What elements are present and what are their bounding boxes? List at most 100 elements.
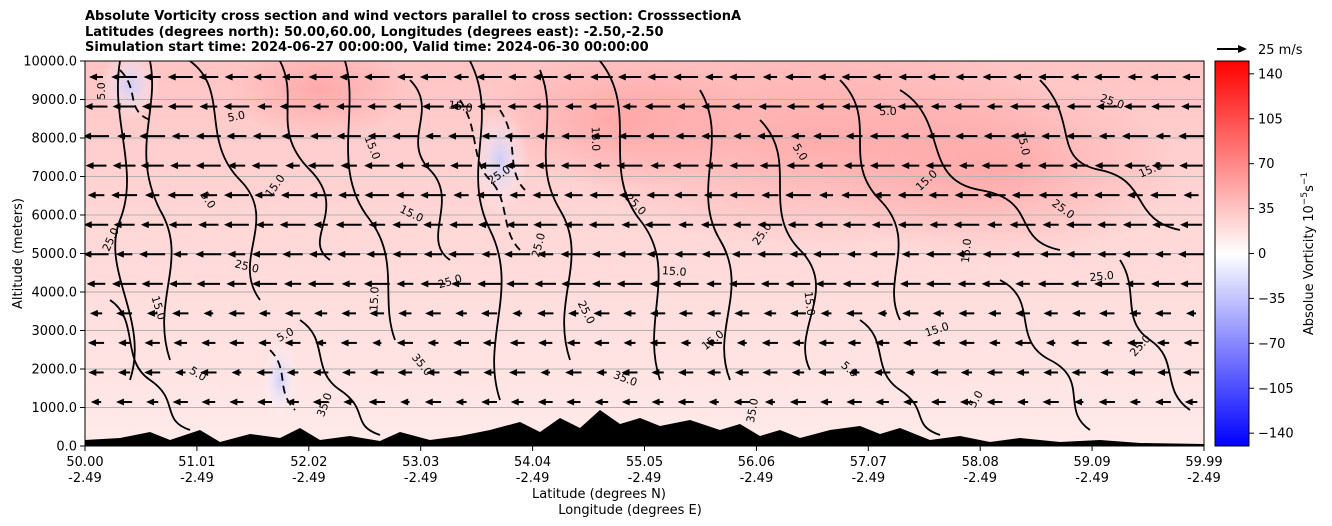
wind-arrow [593,309,610,317]
wind-arrow [701,132,727,140]
wind-arrow [424,398,442,406]
wind-arrow [201,339,216,347]
wind-arrow [144,368,161,376]
contour-label: 5.0 [95,82,108,100]
wind-arrow [591,280,611,288]
wind-arrow [1126,191,1143,199]
wind-arrow [842,221,866,229]
wind-arrow [1039,250,1062,258]
wind-arrow [818,368,834,376]
wind-arrow [1070,339,1087,347]
wind-arrow [309,132,332,140]
wind-arrow [534,280,557,288]
wind-arrow [1098,398,1115,406]
wind-arrow [701,103,727,111]
wind-arrow [199,103,218,111]
wind-arrow [621,398,638,406]
wind-arrow [477,103,502,111]
wind-arrow [617,250,642,258]
wind-arrow [680,339,691,347]
wind-arrow [392,132,418,140]
wind-arrow [958,162,974,170]
wind-arrow [616,162,643,170]
wind-arrow [141,103,163,111]
wind-arrow [342,368,356,376]
wind-arrow [1157,368,1169,376]
wind-arrow [618,132,641,140]
title-line-2: Latitudes (degrees north): 50.00,60.00, … [85,24,664,40]
wind-arrow [537,398,553,406]
wind-arrow [1183,191,1199,199]
wind-arrow [618,191,641,199]
wind-arrow [1178,250,1204,258]
contour-label: 5.0 [227,109,247,125]
wind-arrow [706,280,722,288]
wind-arrow [257,103,272,111]
wind-arrow [198,73,219,81]
wind-arrow [983,191,1006,199]
wind-arrow [843,162,865,170]
wind-arrow [616,280,643,288]
wind-arrow [1016,398,1029,406]
wind-arrow [256,398,272,406]
wind-arrow [649,339,666,347]
wind-arrow [1069,162,1089,170]
wind-arrow [285,162,300,170]
wind-arrow [872,73,892,81]
x-tick-label-lon: -2.49 [516,471,550,486]
contour-label: 35.0 [744,397,761,423]
wind-arrow [504,132,530,140]
wind-arrow [1123,103,1147,111]
wind-arrow [1066,103,1091,111]
wind-arrow [171,132,189,140]
x-tick-label-lon: -2.49 [963,471,997,486]
wind-arrow [337,250,361,258]
wind-arrow [1155,250,1171,258]
wind-arrow [566,339,581,347]
wind-arrow [787,221,809,229]
wind-arrow [227,250,246,258]
wind-arrow [873,103,892,111]
vorticity-field: 5.015.025.035.05.015.025.05.015.025.035.… [85,61,1204,446]
wind-arrow [335,221,362,229]
wind-arrow [732,221,751,229]
wind-arrow [398,309,412,317]
wind-arrow [729,162,755,170]
wind-arrow [1041,103,1061,111]
wind-arrow [1122,250,1148,258]
wind-arrow [420,191,446,199]
y-tick-label: 3000.0 [32,324,78,339]
wind-arrow [786,103,810,111]
y-tick-label: 6000.0 [32,209,78,224]
wind-arrow [900,132,921,140]
wind-arrow [286,398,299,406]
wind-arrow [144,339,160,347]
wind-arrow [678,221,694,229]
wind-arrow [309,191,332,199]
wind-arrow [870,280,894,288]
wind-arrow [815,103,837,111]
wind-arrow [591,250,611,258]
y-tick-label: 1000.0 [32,401,78,416]
wind-arrow [231,368,242,376]
wind-arrow [455,309,467,317]
y-tick-label: 2000.0 [32,363,78,378]
wind-arrow [706,368,721,376]
x-tick-label-lat: 53.03 [402,455,439,470]
wind-arrow [309,250,333,258]
wind-arrow [367,132,387,140]
y-tick-label: 9000.0 [32,93,78,108]
wind-arrow [111,191,138,199]
wind-arrow [481,250,497,258]
wind-arrow [789,309,806,317]
wind-arrow [841,103,867,111]
wind-arrow [258,309,271,317]
wind-arrow [453,339,469,347]
wind-arrow [1098,132,1115,140]
wind-arrow [175,368,186,376]
wind-arrow [480,309,498,317]
x-tick-label-lon: -2.49 [628,471,662,486]
wind-arrow [453,191,469,199]
wind-arrow [954,191,979,199]
